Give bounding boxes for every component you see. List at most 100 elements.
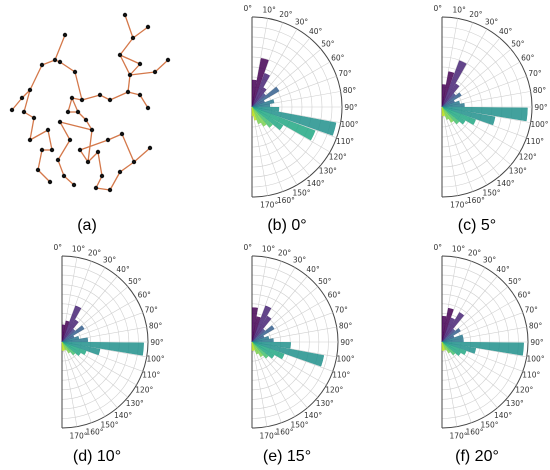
polar-bar [441,106,466,125]
polar-bar [251,341,259,355]
polar-bar [441,341,451,354]
network-edge [74,71,83,101]
network-node [89,127,95,133]
tick-label: 150° [480,420,498,429]
network-node [35,167,41,173]
polar-bar [251,341,291,349]
polar-bar [251,106,316,141]
polar-gridline-spoke [61,341,92,423]
network-edge [81,94,101,101]
tick-label: 0° [433,243,442,252]
network-node [117,52,123,58]
polar-bar [441,341,461,356]
tick-label: 60° [518,291,532,300]
network-edge [95,187,111,191]
network-node [62,32,68,38]
tick-label: 80° [339,322,353,331]
tick-label: 160° [465,427,483,436]
network-node [85,159,91,165]
tick-label: 150° [290,420,308,429]
network-node [27,87,33,93]
polar-bar [251,341,254,351]
network-edge [37,149,43,171]
tick-label: 140° [497,179,515,188]
polar-bar [61,319,79,343]
tick-label: 50° [318,277,332,286]
network-node [137,61,143,67]
tick-label: 50° [128,277,142,286]
tick-label: 100° [337,354,355,363]
polar-bar [61,337,89,343]
tick-label: 60° [521,54,535,63]
network-node [83,117,89,123]
polar-bar [441,106,454,123]
tick-label: 40° [116,265,130,274]
network-node [47,179,53,185]
polar-bar [61,325,85,343]
polar-bar [251,106,284,131]
tick-label: 90° [534,103,548,112]
network-edge [87,151,99,163]
tick-label: 110° [336,137,354,146]
tick-label: 90° [344,103,358,112]
network-edge [124,14,134,39]
polar-bar [251,335,265,343]
network-edge [59,121,71,141]
polar-bar [441,307,454,343]
polar-bar [441,317,455,343]
tick-label: 80° [149,322,163,331]
tick-label: 60° [138,291,152,300]
polar-bar [61,305,82,343]
network-edge [29,117,35,141]
polar-bar [441,335,455,343]
network-edge [71,97,79,113]
polar-bar [61,335,75,343]
polar-bar [251,341,275,359]
polar-bar [251,341,269,359]
polar-bar [251,305,272,343]
tick-label: 0° [433,4,442,13]
polar-bar [441,92,462,108]
tick-label: 90° [530,338,544,347]
tick-label: 150° [292,189,310,198]
tick-label: 50° [321,39,335,48]
network-node [71,182,77,188]
tick-label: 20° [468,249,482,258]
polar-bar [441,103,465,108]
network-edge [119,161,135,173]
network-edge [95,175,103,189]
network-edge [37,169,51,183]
network-edge [79,149,89,163]
polar-bar [251,106,267,127]
polar-bar [251,106,257,121]
network-node [119,131,125,137]
tick-label: 120° [329,153,347,162]
polar-bar [441,93,456,108]
network-node [77,147,83,153]
tick-label: 60° [331,54,345,63]
network-edge [59,61,76,73]
tick-label: 40° [309,27,323,36]
tick-label: 130° [319,167,337,176]
network-node [93,185,99,191]
tick-label: 50° [511,39,525,48]
tick-label: 40° [306,265,320,274]
tick-label: 70° [528,69,542,78]
tick-label: 70° [335,306,349,315]
tick-label: 40° [496,265,510,274]
tick-label: 120° [135,386,153,395]
tick-label: 20° [469,10,483,19]
network-edge [59,121,93,131]
polar-bar [441,341,467,355]
network-node [55,157,61,163]
caption-d: (d) 10° [73,448,121,465]
tick-label: 20° [88,249,102,258]
polar-gridline-spoke [441,106,458,196]
polar-bar [251,106,254,117]
tick-label: 30° [295,17,309,26]
network-edge [109,171,121,191]
tick-label: 130° [509,167,527,176]
polar-bar [251,341,325,367]
polar-bar [251,106,262,125]
polar-bar [441,328,461,343]
